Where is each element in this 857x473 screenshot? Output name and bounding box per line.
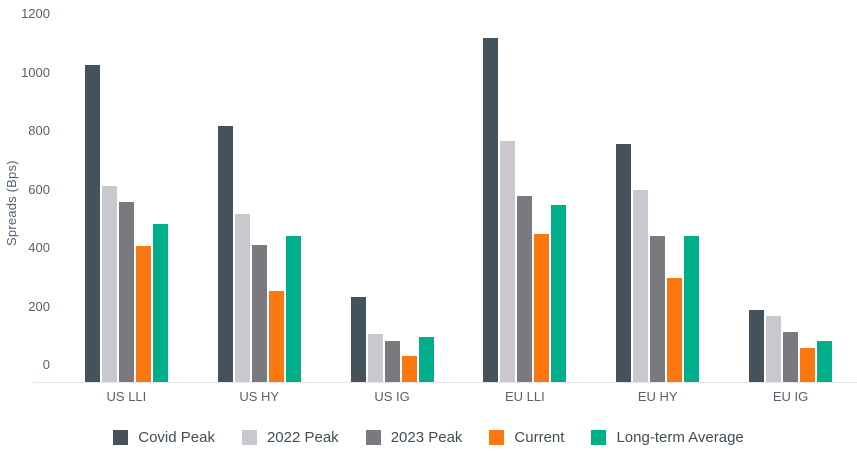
bar-long-term-average-eu-ig[interactable] <box>817 341 833 382</box>
bar-group-eu-ig <box>724 31 857 382</box>
legend-item-2023-peak[interactable]: 2023 Peak <box>365 429 463 446</box>
y-tick-label-0: 0 <box>42 357 50 372</box>
bar-2023-peak-us-lli[interactable] <box>118 202 134 382</box>
bar-group-eu-hy <box>591 31 724 382</box>
bar-2022-peak-us-lli[interactable] <box>101 186 117 382</box>
legend-item-2022-peak[interactable]: 2022 Peak <box>241 429 339 446</box>
y-tick-label-1000: 1000 <box>21 64 50 80</box>
bar-2023-peak-eu-lli[interactable] <box>517 196 533 382</box>
x-axis-labels: US LLI US HY US IG EU LLI EU HY EU IG <box>60 389 857 404</box>
bar-current-eu-hy[interactable] <box>667 278 683 382</box>
bar-group-eu-lli <box>458 31 591 382</box>
legend-label: 2023 Peak <box>390 429 463 446</box>
plot-area <box>60 31 857 382</box>
bar-current-eu-ig[interactable] <box>800 348 816 382</box>
legend-swatch-2023-peak <box>365 430 381 445</box>
y-tick-label-200: 200 <box>28 298 50 314</box>
y-axis-ticks: 0 200 400 600 800 1000 1200 <box>0 6 50 382</box>
bar-2022-peak-us-hy[interactable] <box>234 213 250 382</box>
bar-2022-peak-eu-ig[interactable] <box>766 316 782 382</box>
bar-current-us-lli[interactable] <box>135 246 151 382</box>
x-axis-label-us-lli: US LLI <box>106 389 147 404</box>
legend-label: Current <box>514 429 565 446</box>
legend-swatch-covid-peak <box>113 430 129 445</box>
y-tick-label-400: 400 <box>28 240 50 255</box>
bar-long-term-average-us-ig[interactable] <box>418 336 434 382</box>
bar-2022-peak-eu-lli[interactable] <box>500 140 516 382</box>
y-tick-label-800: 800 <box>28 123 50 138</box>
bar-long-term-average-us-lli[interactable] <box>152 224 168 382</box>
bar-covid-peak-eu-lli[interactable] <box>483 38 499 382</box>
bar-current-us-ig[interactable] <box>401 355 417 382</box>
bar-2023-peak-eu-ig[interactable] <box>783 332 799 382</box>
bar-covid-peak-us-hy[interactable] <box>217 126 233 382</box>
x-axis-label-eu-hy: EU HY <box>637 389 678 404</box>
bar-current-us-hy[interactable] <box>268 291 284 382</box>
legend-item-current[interactable]: Current <box>489 429 564 446</box>
x-axis-label-us-hy: US HY <box>239 389 280 404</box>
y-tick-label-1200: 1200 <box>21 6 50 21</box>
x-axis-line <box>33 382 857 383</box>
bar-2022-peak-eu-hy[interactable] <box>633 190 649 382</box>
bar-covid-peak-eu-ig[interactable] <box>749 310 765 382</box>
bar-long-term-average-eu-hy[interactable] <box>684 235 700 382</box>
bar-covid-peak-us-lli[interactable] <box>84 64 100 382</box>
bar-long-term-average-us-hy[interactable] <box>285 235 301 382</box>
bar-covid-peak-us-ig[interactable] <box>350 297 366 382</box>
legend-swatch-long-term-average <box>591 430 607 445</box>
bar-group-us-ig <box>326 31 459 382</box>
bar-2023-peak-eu-hy[interactable] <box>650 235 666 382</box>
bar-current-eu-lli[interactable] <box>534 234 550 382</box>
bar-2022-peak-us-ig[interactable] <box>367 333 383 382</box>
legend-item-long-term-average[interactable]: Long-term Average <box>591 429 744 446</box>
legend-label: Covid Peak <box>138 429 215 446</box>
y-tick-label-600: 600 <box>28 181 50 197</box>
legend: Covid Peak 2022 Peak 2023 Peak Current Long-… <box>0 429 857 446</box>
bar-covid-peak-eu-hy[interactable] <box>616 143 632 382</box>
x-axis-label-eu-lli: EU LLI <box>505 389 545 404</box>
bar-group-us-hy <box>193 31 326 382</box>
bar-long-term-average-eu-lli[interactable] <box>551 205 567 382</box>
legend-swatch-current <box>489 430 505 445</box>
legend-label: 2022 Peak <box>266 429 339 446</box>
x-axis-label-us-ig: US IG <box>374 389 410 404</box>
legend-label: Long-term Average <box>616 429 744 446</box>
bar-2023-peak-us-hy[interactable] <box>251 244 267 382</box>
bar-2023-peak-us-ig[interactable] <box>384 341 400 382</box>
x-axis-label-eu-ig: EU IG <box>772 389 809 404</box>
bar-group-us-lli <box>60 31 193 382</box>
legend-swatch-2022-peak <box>241 430 257 445</box>
legend-item-covid-peak[interactable]: Covid Peak <box>113 429 215 446</box>
